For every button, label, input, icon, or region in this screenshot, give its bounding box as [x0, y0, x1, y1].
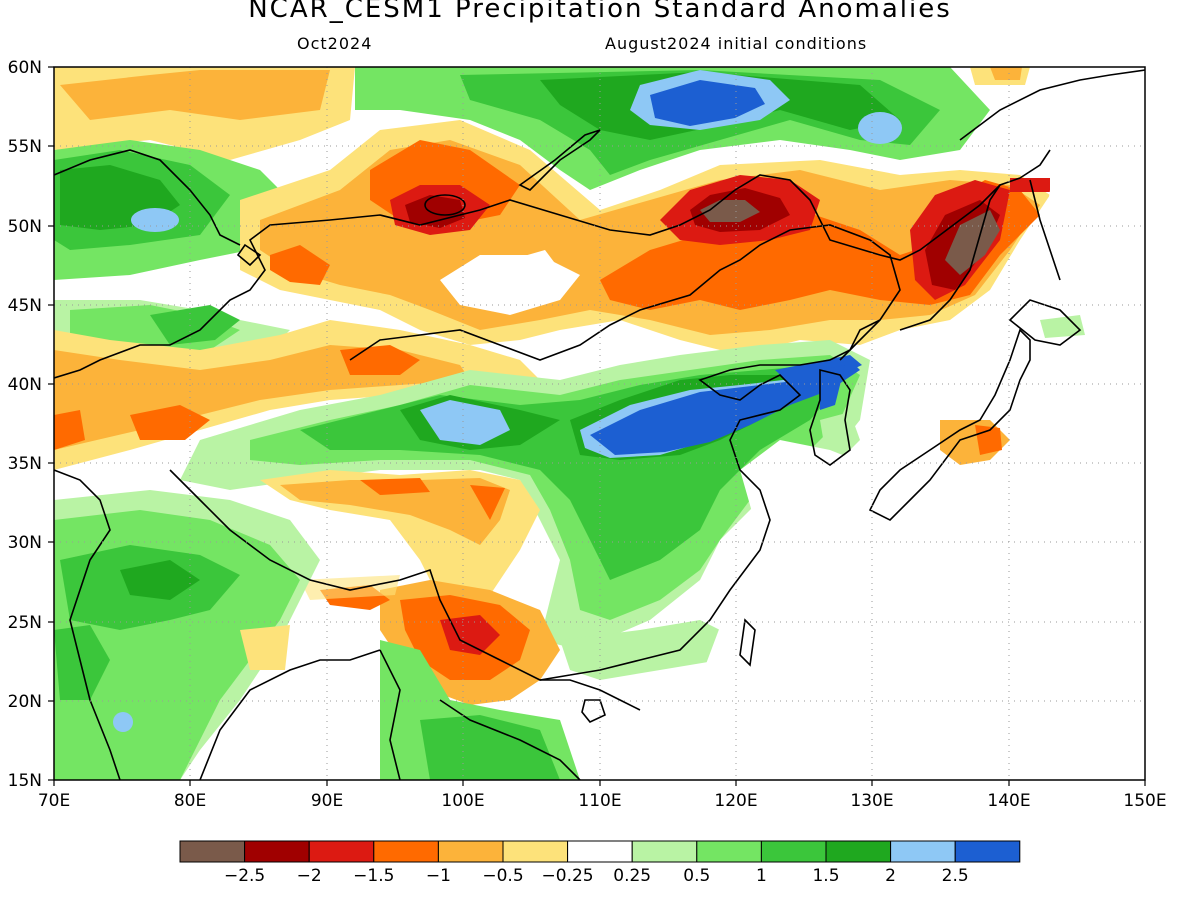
lat-label: 60N [8, 58, 42, 78]
legend-swatch [502, 840, 569, 863]
lat-label: 40N [8, 375, 42, 395]
legend-label: 1 [756, 866, 767, 886]
lat-label: 35N [8, 454, 42, 474]
legend-swatch [373, 840, 439, 863]
lon-label: 140E [987, 791, 1030, 811]
legend-swatch [179, 840, 246, 863]
lon-label: 150E [1123, 791, 1166, 811]
color-legend-labels: −2.5 −2 −1.5 −1 −0.5 −0.25 0.25 0.5 1 1.5 2 2.5 [224, 866, 969, 886]
legend-label: 0.5 [683, 866, 710, 886]
lat-label: 45N [8, 296, 42, 316]
legend-swatch [696, 840, 762, 863]
legend-label: −1.5 [353, 866, 394, 886]
lon-label: 80E [174, 791, 206, 811]
lat-label: 30N [8, 533, 42, 553]
legend-label: 1.5 [812, 866, 839, 886]
lon-label: 70E [38, 791, 70, 811]
initial-conditions-label: August2024 initial conditions [605, 34, 868, 53]
legend-swatch [890, 840, 956, 863]
lon-label: 90E [311, 791, 343, 811]
lat-label: 15N [8, 771, 42, 791]
lat-label: 55N [8, 137, 42, 157]
anomaly-field [54, 67, 1145, 780]
lon-label: 100E [441, 791, 484, 811]
color-legend [179, 840, 1021, 863]
legend-swatch [631, 840, 698, 863]
lat-label: 50N [8, 217, 42, 237]
lon-label: 120E [714, 791, 757, 811]
legend-swatch [437, 840, 504, 863]
legend-label: 2.5 [942, 866, 969, 886]
legend-label: −0.5 [482, 866, 523, 886]
legend-label: −2 [297, 866, 322, 886]
legend-swatch [954, 840, 1021, 863]
legend-label: −0.25 [542, 866, 594, 886]
forecast-month: Oct2024 [297, 34, 373, 53]
lon-label: 130E [850, 791, 893, 811]
grid-lines [54, 67, 1145, 780]
legend-label: 2 [885, 866, 896, 886]
map-title: NCAR_CESM1 Precipitation Standard Anomal… [248, 0, 952, 24]
legend-swatch [567, 840, 633, 863]
legend-swatch [308, 840, 375, 863]
legend-swatch [244, 840, 310, 863]
legend-swatch [760, 840, 827, 863]
legend-label: −2.5 [224, 866, 265, 886]
lat-label: 20N [8, 692, 42, 712]
tick-marks [48, 66, 1146, 786]
legend-swatch [825, 840, 892, 863]
legend-label: −1 [426, 866, 451, 886]
lon-label: 110E [578, 791, 621, 811]
coastlines [54, 69, 1145, 780]
longitude-labels: 70E 80E 90E 100E 110E 120E 130E 140E 150… [38, 791, 1167, 811]
legend-label: 0.25 [613, 866, 651, 886]
lat-label: 25N [8, 613, 42, 633]
latitude-labels: 60N 55N 50N 45N 40N 35N 30N 25N 20N 15N [8, 58, 42, 791]
